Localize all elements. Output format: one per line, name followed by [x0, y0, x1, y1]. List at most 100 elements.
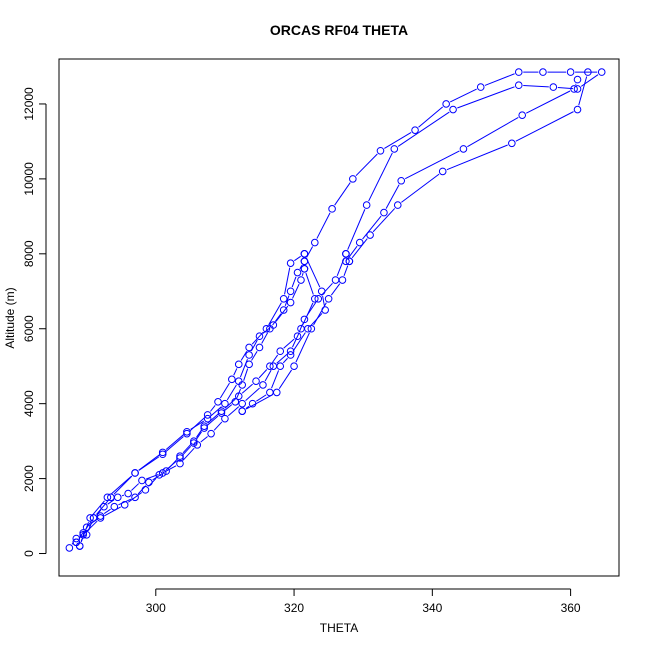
series-2 — [300, 68, 606, 266]
series-segment — [334, 182, 351, 206]
series-segment — [251, 331, 264, 345]
y-tick-label: 12000 — [22, 87, 36, 121]
series-segment — [294, 255, 301, 262]
data-point — [217, 407, 226, 415]
series-segment — [484, 73, 515, 86]
data-point — [338, 276, 347, 284]
x-axis: 300 320 340 360 — [146, 588, 581, 615]
data-point — [508, 139, 516, 148]
data-point — [573, 75, 582, 84]
data-point — [390, 145, 399, 153]
data-point — [82, 523, 91, 532]
series-segment — [110, 475, 133, 495]
data-point — [245, 351, 253, 359]
data-point — [131, 469, 139, 477]
data-point — [124, 489, 132, 498]
series-9 — [345, 68, 592, 266]
data-point — [286, 298, 295, 307]
data-point — [120, 501, 129, 509]
data-point — [438, 167, 447, 176]
data-point — [65, 544, 74, 552]
series-segment — [446, 144, 508, 171]
y-tick-label: 0 — [22, 550, 36, 557]
series-segment — [348, 245, 358, 258]
series-segment — [449, 88, 477, 103]
series-segment — [148, 477, 157, 487]
series-segment — [96, 500, 109, 515]
data-point — [297, 276, 305, 284]
series-segment — [467, 117, 519, 148]
series-segment — [227, 406, 240, 417]
series-segment — [305, 257, 321, 288]
series-segment — [121, 494, 125, 497]
series-segment — [284, 295, 290, 306]
data-point — [342, 250, 350, 258]
series-segment — [302, 302, 314, 325]
data-point — [75, 542, 84, 550]
series-segment — [418, 106, 444, 128]
series-segment — [347, 209, 366, 250]
data-point — [221, 399, 229, 408]
data-point — [518, 111, 527, 119]
series-segment — [182, 444, 192, 454]
series-segment — [368, 152, 393, 202]
series-segment — [397, 111, 450, 147]
series-segment — [355, 153, 378, 177]
data-point — [304, 324, 312, 333]
series-segment — [292, 332, 300, 348]
data-point — [100, 502, 108, 511]
data-point — [131, 493, 139, 502]
data-point — [207, 429, 215, 438]
data-point — [162, 467, 170, 475]
series-segment — [210, 406, 222, 417]
series-segment — [268, 302, 282, 326]
data-point — [276, 362, 285, 371]
data-point — [203, 414, 212, 423]
series-segment — [276, 353, 288, 364]
data-point — [476, 83, 485, 91]
data-point — [176, 452, 184, 460]
series-segment — [523, 84, 549, 88]
series-segment — [343, 265, 349, 276]
series-segment — [107, 499, 115, 505]
series-segment — [301, 272, 304, 276]
series-segment — [351, 238, 368, 259]
series-segment — [372, 208, 396, 233]
data-point — [307, 324, 316, 333]
data-point — [255, 332, 264, 341]
series-segment — [261, 332, 269, 344]
data-point — [539, 68, 547, 76]
series-segment — [275, 305, 289, 322]
y-axis-label: Altitude (m) — [3, 287, 17, 348]
series-segment — [299, 264, 303, 269]
series-segment — [405, 150, 460, 180]
data-point — [324, 294, 333, 303]
x-axis-label: THETA — [320, 621, 358, 635]
series-segment — [401, 173, 440, 203]
series-segment — [210, 405, 216, 412]
series-segment — [86, 520, 98, 533]
data-point — [566, 68, 575, 76]
data-point — [597, 68, 606, 76]
x-tick-label: 340 — [422, 601, 442, 615]
series-segment — [251, 351, 258, 361]
data-point — [269, 321, 278, 329]
series-segment — [245, 387, 260, 402]
series-segment — [241, 383, 253, 394]
y-tick-label: 10000 — [22, 162, 36, 196]
series-segment — [240, 351, 248, 361]
series-segment — [152, 473, 163, 481]
series-segment — [320, 283, 333, 296]
series-segment — [165, 434, 184, 450]
data-point — [286, 347, 295, 356]
series-segment — [283, 338, 295, 349]
series-8 — [238, 257, 354, 415]
series-layer — [65, 68, 606, 552]
data-point — [276, 347, 285, 356]
series-segment — [262, 327, 271, 334]
data-point — [314, 294, 323, 303]
series-segment — [239, 358, 248, 378]
plot-frame — [58, 58, 620, 577]
series-segment — [316, 212, 331, 239]
series-segment — [92, 500, 105, 515]
